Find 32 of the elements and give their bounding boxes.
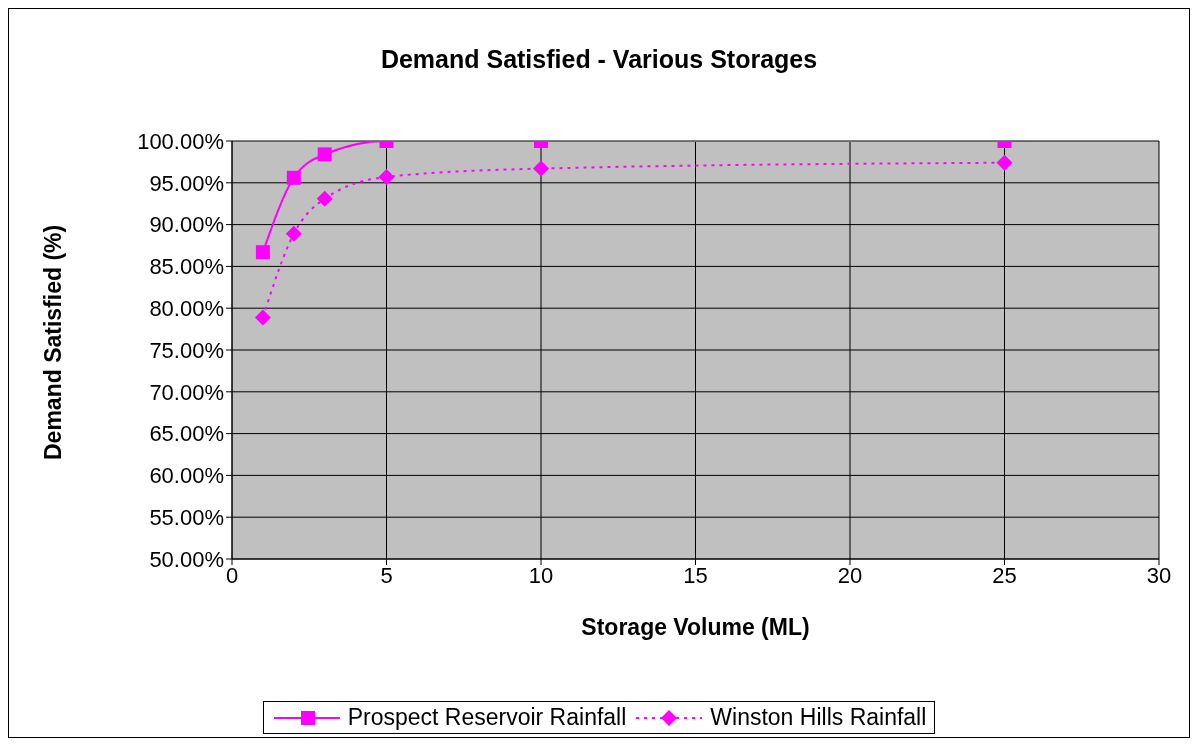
legend-label: Prospect Reservoir Rainfall [347, 704, 627, 731]
x-tick-label: 0 [225, 562, 239, 588]
x-tick-label: 15 [683, 562, 708, 588]
chart-title: Demand Satisfied - Various Storages [379, 45, 819, 74]
x-tick-label: 10 [528, 562, 554, 588]
y-tick-label: 65.00% [149, 421, 224, 447]
y-tick-label: 60.00% [149, 463, 224, 489]
x-axis-title: Storage Volume (ML) [581, 614, 810, 640]
point [378, 168, 395, 185]
y-tick-label: 85.00% [149, 254, 224, 280]
x-tick-label: 20 [837, 562, 863, 588]
y-tick-label: 95.00% [149, 170, 224, 196]
y-axis-title: Demand Satisfied (%) [40, 224, 67, 460]
x-tick-label: 30 [1146, 562, 1172, 588]
point [996, 154, 1013, 171]
point [285, 225, 302, 242]
point [533, 160, 549, 177]
point [316, 190, 333, 207]
x-tick-label: 25 [992, 562, 1017, 588]
y-tick-label: 55.00% [149, 505, 224, 531]
point [255, 245, 270, 260]
point [254, 309, 271, 326]
legend-label: Winston Hills Rainfall [710, 704, 927, 731]
point [286, 170, 301, 185]
y-tick-label: 100.00% [137, 128, 224, 154]
y-tick-label: 50.00% [149, 546, 224, 572]
x-tick-label: 5 [380, 562, 393, 588]
y-tick-label: 80.00% [149, 296, 224, 322]
y-tick-label: 70.00% [149, 379, 224, 405]
point [317, 147, 332, 162]
y-tick-label: 90.00% [149, 212, 224, 238]
y-tick-label: 75.00% [149, 337, 224, 363]
